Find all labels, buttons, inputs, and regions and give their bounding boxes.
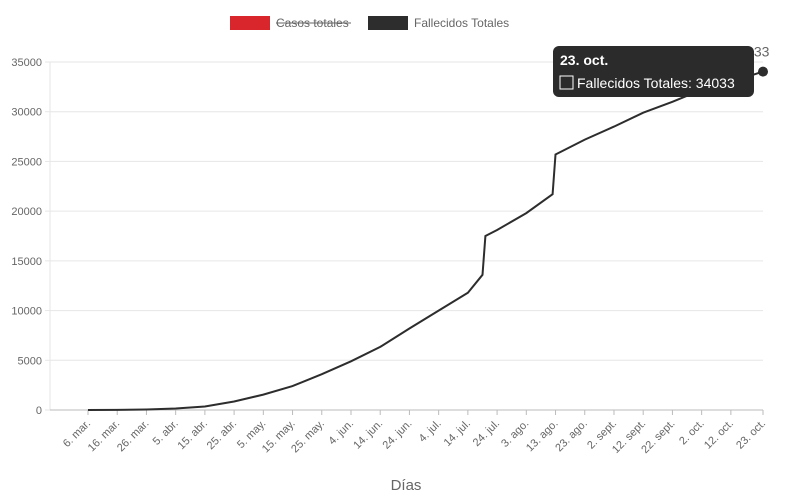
x-tick-label: 24. jul.: [471, 418, 502, 449]
y-tick-label: 20000: [11, 206, 42, 218]
x-tick-label: 23. ago.: [553, 418, 590, 455]
legend-swatch-fallecidos-totales[interactable]: [368, 16, 408, 30]
x-tick-label: 15. abr.: [176, 418, 210, 452]
y-tick-label: 30000: [11, 107, 42, 119]
data-point-last[interactable]: [758, 66, 768, 77]
tooltip: 23. oct. Fallecidos Totales: 34033: [553, 46, 754, 97]
legend-label-fallecidos-totales[interactable]: Fallecidos Totales: [414, 16, 509, 30]
tooltip-body: Fallecidos Totales: 34033: [577, 75, 735, 91]
x-axis-title: Días: [391, 477, 422, 494]
y-tick-label: 25000: [11, 156, 42, 168]
y-tick-label: 15000: [11, 256, 42, 268]
y-tick-label: 10000: [11, 306, 42, 318]
tooltip-title: 23. oct.: [560, 52, 608, 68]
tooltip-background: [553, 46, 754, 97]
tooltip-color-box: [559, 75, 574, 90]
x-tick-label: 24. jun.: [381, 418, 415, 452]
x-tick-label: 23. oct.: [734, 418, 768, 452]
x-tick-label: 26. mar.: [115, 418, 152, 455]
y-tick-label: 0: [36, 405, 42, 417]
x-tick-label: 14. jun.: [351, 418, 385, 452]
x-tick-label: 14. jul.: [442, 418, 473, 449]
legend: Casos totales Fallecidos Totales: [230, 16, 509, 30]
y-tick-label: 5000: [18, 355, 42, 367]
x-tick-label: 12. oct.: [702, 418, 736, 452]
series-line-fallecidos-totales: [87, 70, 764, 411]
legend-swatch-casos-totales[interactable]: [230, 16, 270, 30]
x-axis-ticks: 6. mar.16. mar.26. mar. 5. abr.15. abr.25…: [61, 410, 768, 456]
y-tick-label: 35000: [11, 57, 42, 69]
x-tick-label: 4. jul.: [417, 418, 444, 445]
y-axis-ticks: 0 5000 10000 15000 20000 25000 30000 35000: [11, 57, 50, 417]
x-tick-label: 25. abr.: [205, 418, 239, 452]
grid: [49, 61, 763, 411]
